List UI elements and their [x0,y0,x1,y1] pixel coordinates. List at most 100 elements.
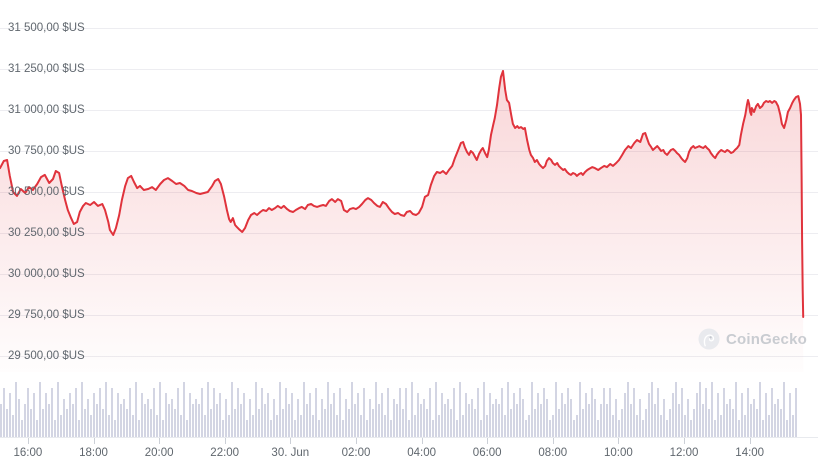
volume-bar [552,415,554,437]
volume-bar [609,388,611,437]
volume-bar [351,382,353,437]
coingecko-watermark: CoinGecko [698,328,807,350]
volume-bar [402,409,404,437]
volume-bar [330,404,332,437]
volume-bar [144,404,146,437]
volume-bar [786,420,788,437]
volume-bar [66,409,68,437]
volume-bar [573,420,575,437]
volume-bar [429,388,431,437]
volume-bar [732,409,734,437]
volume-bar [285,388,287,437]
volume-bar [600,404,602,437]
volume-bar [591,388,593,437]
volume-bar [426,409,428,437]
volume-bar [753,399,755,437]
volume-bar [108,415,110,437]
x-axis-label: 06:00 [472,447,502,459]
volume-bar [30,409,32,437]
volume-bar [123,399,125,437]
volume-bar [273,399,275,437]
volume-bar [435,382,437,437]
volume-bar [555,382,557,437]
volume-bar [234,409,236,437]
volume-bar [186,420,188,437]
volume-bar [528,415,530,437]
volume-bar [69,393,71,437]
volume-bar [378,404,380,437]
volume-bar [711,382,713,437]
volume-bar [111,388,113,437]
volume-bar [675,382,677,437]
volume-bar [9,393,11,437]
volume-bar [54,420,56,437]
coingecko-watermark-text: CoinGecko [726,330,807,348]
volume-bar [282,409,284,437]
volume-bar [564,404,566,437]
volume-bar [261,388,263,437]
volume-bar [663,399,665,437]
volume-bar [522,399,524,437]
y-axis-label: 29 750,00 $US [8,309,85,321]
volume-bar [618,420,620,437]
volume-bar [633,388,635,437]
volume-bar [504,415,506,437]
volume-bar [384,415,386,437]
volume-bar [381,393,383,437]
volume-bar [348,409,350,437]
volume-bar [495,399,497,437]
volume-bar [654,404,656,437]
volume-bar [699,382,701,437]
volume-bar [240,404,242,437]
volume-bar [372,409,374,437]
volume-bar [12,415,14,437]
volume-bar [168,404,170,437]
volume-bar [21,420,23,437]
volume-bar [99,388,101,437]
volume-bar [693,409,695,437]
volume-bar [60,415,62,437]
y-axis-label: 30 750,00 $US [8,145,85,157]
volume-bar [561,393,563,437]
volume-bar [537,393,539,437]
volume-bar [153,388,155,437]
x-axis-label: 20:00 [144,447,174,459]
volume-bar [417,393,419,437]
volume-bar [687,399,689,437]
volume-bar [90,415,92,437]
volume-bar [327,382,329,437]
volume-bar [324,409,326,437]
volume-bar [363,388,365,437]
volume-bar [489,393,491,437]
volume-bar [642,420,644,437]
volume-bar [510,409,512,437]
x-axis-line [0,437,818,438]
volume-bar [639,399,641,437]
volume-bar [321,399,323,437]
volume-bar [723,388,725,437]
volume-bar [81,382,83,437]
volume-bar [174,409,176,437]
volume-bar [501,388,503,437]
volume-bar [165,393,167,437]
volume-bar [588,404,590,437]
volume-bar [258,409,260,437]
volume-bar [702,404,704,437]
volume-bar [360,415,362,437]
y-axis-label: 31 500,00 $US [8,22,85,34]
volume-bar [624,393,626,437]
volume-bar [423,399,425,437]
volume-bar [204,415,206,437]
volume-bar [765,393,767,437]
volume-bar [105,382,107,437]
volume-bar [759,382,761,437]
volume-bar [303,382,305,437]
volume-bar [432,420,434,437]
volume-bar [207,382,209,437]
volume-bar [498,404,500,437]
y-axis-label: 31 250,00 $US [8,63,85,75]
x-axis-label: 18:00 [79,447,108,459]
volume-bar [72,404,74,437]
volume-bar [726,404,728,437]
